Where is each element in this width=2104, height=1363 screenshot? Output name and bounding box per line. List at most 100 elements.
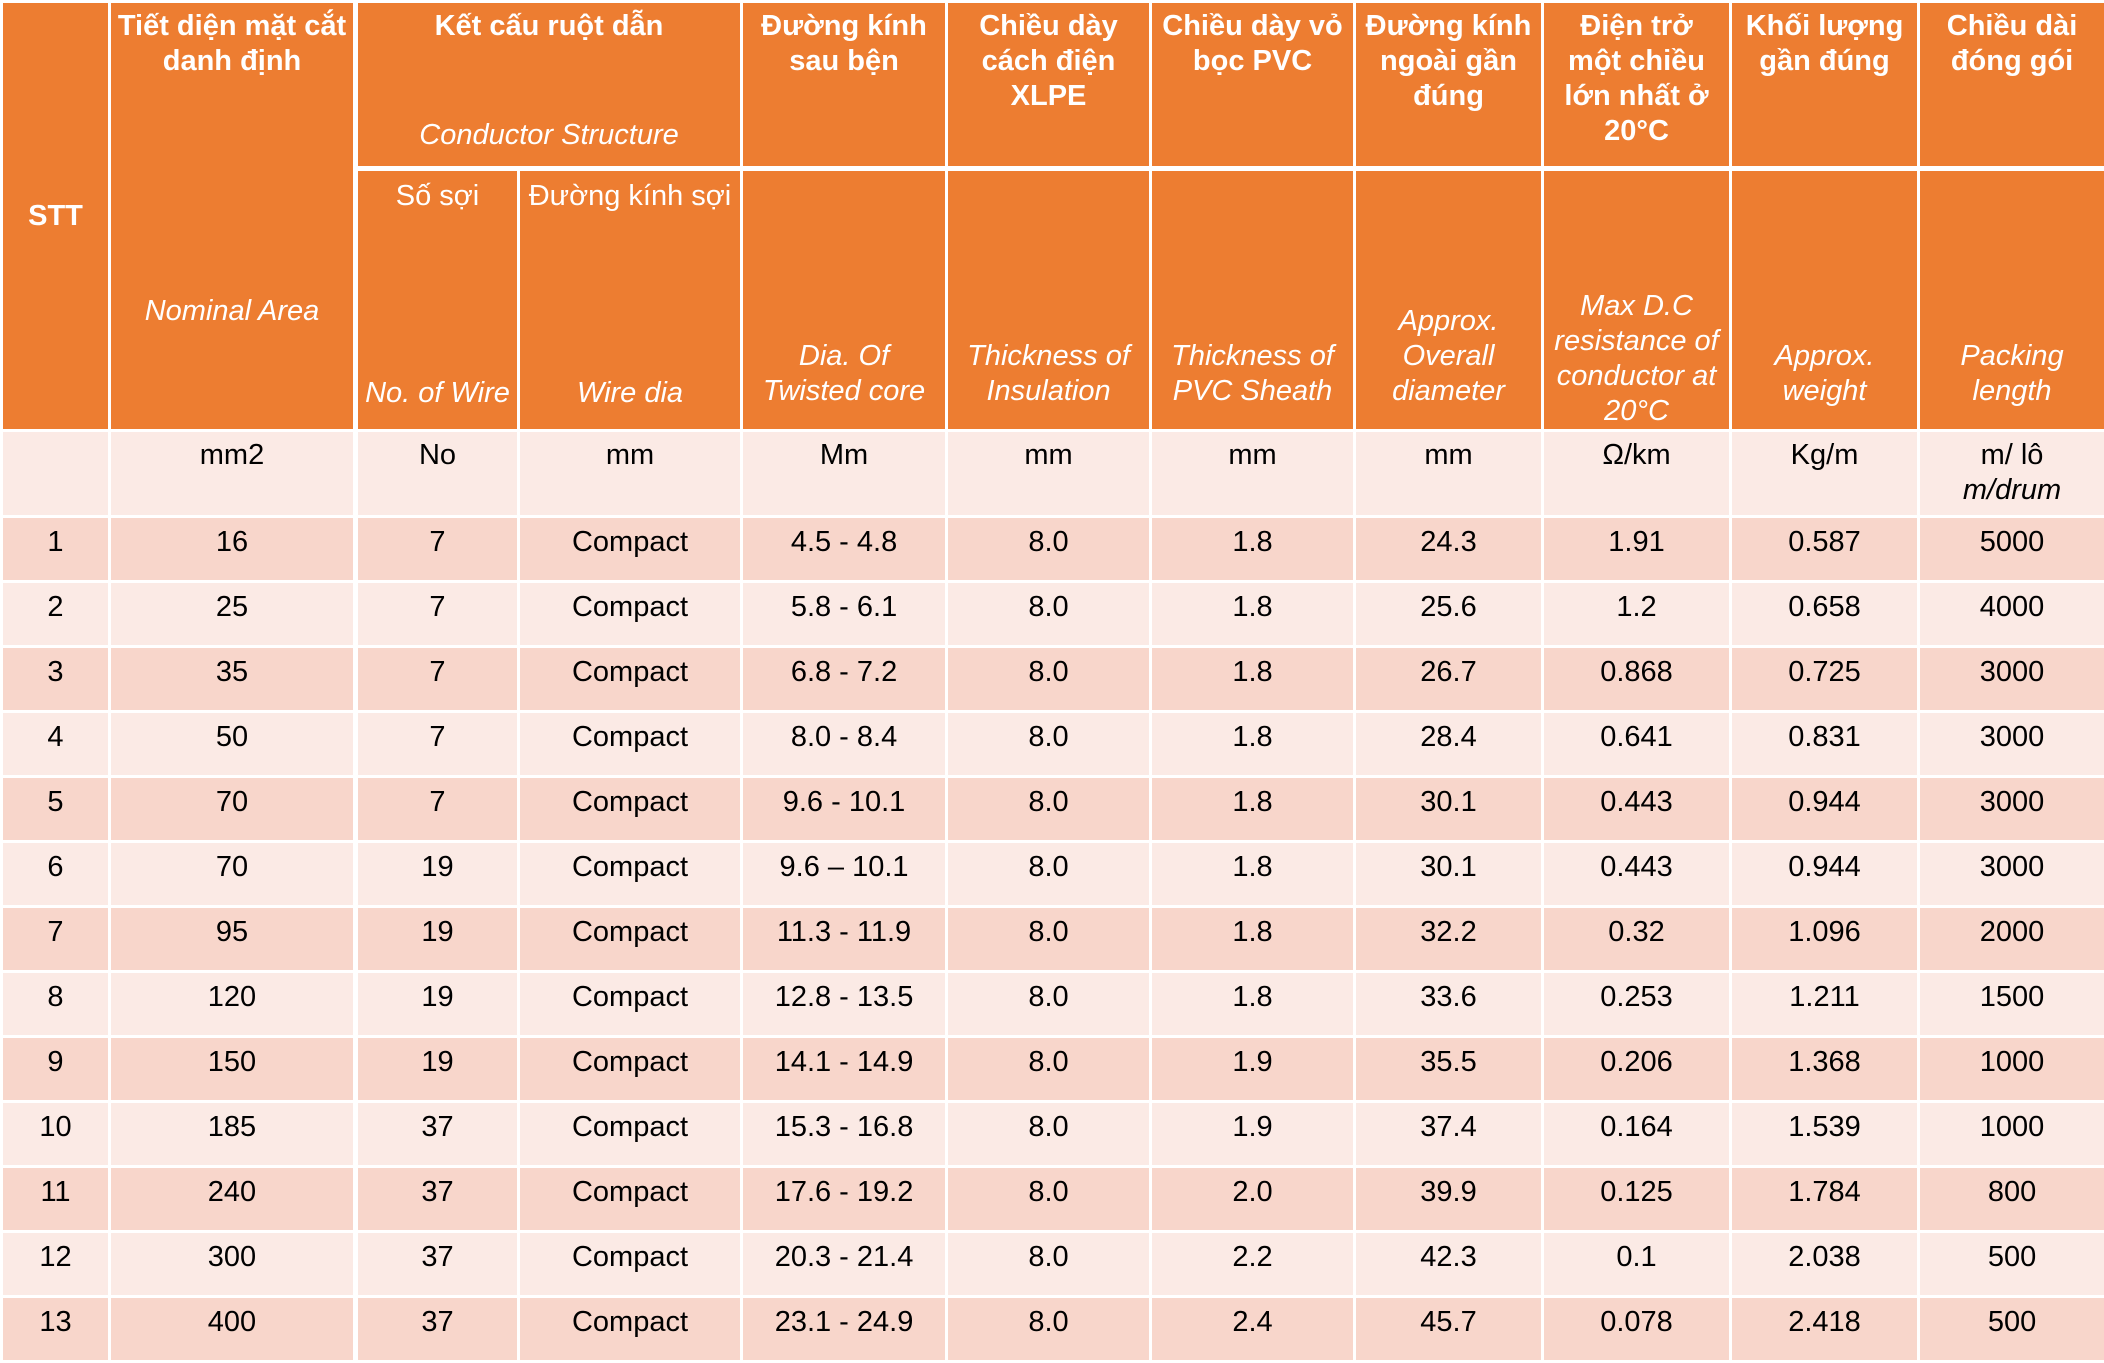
cell-packing: 3000 xyxy=(1919,712,2104,777)
cell-packing: 500 xyxy=(1919,1232,2104,1297)
cell-resistance: 0.125 xyxy=(1543,1167,1731,1232)
cell-packing: 3000 xyxy=(1919,647,2104,712)
cell-sheath: 1.8 xyxy=(1151,907,1355,972)
header-nominal-area: Tiết diện mặt cắt danh định Nominal Area xyxy=(110,2,356,431)
cell-no-of-wire: 19 xyxy=(356,907,519,972)
cell-stt: 8 xyxy=(2,972,110,1037)
cell-insulation: 8.0 xyxy=(947,647,1151,712)
header-wire-dia-vi: Đường kính sợi xyxy=(526,179,734,214)
cell-weight: 2.038 xyxy=(1731,1232,1919,1297)
header-resistance-en: Max D.C resistance of conductor at 20°C xyxy=(1543,169,1731,431)
cell-twisted-core: 6.8 - 7.2 xyxy=(742,647,947,712)
cell-no-of-wire: 37 xyxy=(356,1232,519,1297)
header-no-of-wire-en: No. of Wire xyxy=(364,376,511,411)
cell-overall-dia: 45.7 xyxy=(1355,1297,1543,1362)
cell-nominal-area: 70 xyxy=(110,842,356,907)
cell-resistance: 0.078 xyxy=(1543,1297,1731,1362)
cell-overall-dia: 26.7 xyxy=(1355,647,1543,712)
cell-twisted-core: 15.3 - 16.8 xyxy=(742,1102,947,1167)
cell-overall-dia: 30.1 xyxy=(1355,777,1543,842)
cell-nominal-area: 240 xyxy=(110,1167,356,1232)
cell-sheath: 1.9 xyxy=(1151,1037,1355,1102)
cell-resistance: 0.868 xyxy=(1543,647,1731,712)
cell-resistance: 0.206 xyxy=(1543,1037,1731,1102)
cell-stt: 5 xyxy=(2,777,110,842)
cell-twisted-core: 5.8 - 6.1 xyxy=(742,582,947,647)
cell-resistance: 0.164 xyxy=(1543,1102,1731,1167)
header-sheath-en: Thickness of PVC Sheath xyxy=(1151,169,1355,431)
unit-weight: Kg/m xyxy=(1731,431,1919,517)
cell-stt: 2 xyxy=(2,582,110,647)
header-no-of-wire: Số sợi No. of Wire xyxy=(356,169,519,431)
header-nominal-area-en: Nominal Area xyxy=(117,294,347,329)
cell-no-of-wire: 37 xyxy=(356,1297,519,1362)
header-overall-dia-vi: Đường kính ngoài gần đúng xyxy=(1355,2,1543,169)
table-body: mm2 No mm Mm mm mm mm Ω/km Kg/m m/ lô m/… xyxy=(2,431,2104,1362)
cell-insulation: 8.0 xyxy=(947,517,1151,582)
cell-wire-dia: Compact xyxy=(519,1232,742,1297)
cell-nominal-area: 120 xyxy=(110,972,356,1037)
header-wire-dia: Đường kính sợi Wire dia xyxy=(519,169,742,431)
cell-packing: 2000 xyxy=(1919,907,2104,972)
cell-insulation: 8.0 xyxy=(947,972,1151,1037)
cell-packing: 1000 xyxy=(1919,1037,2104,1102)
cell-stt: 6 xyxy=(2,842,110,907)
cell-stt: 3 xyxy=(2,647,110,712)
cell-wire-dia: Compact xyxy=(519,907,742,972)
header-nominal-area-vi: Tiết diện mặt cắt danh định xyxy=(117,9,347,79)
cell-wire-dia: Compact xyxy=(519,647,742,712)
cell-weight: 0.944 xyxy=(1731,777,1919,842)
unit-sheath: mm xyxy=(1151,431,1355,517)
cell-packing: 3000 xyxy=(1919,842,2104,907)
cell-no-of-wire: 7 xyxy=(356,582,519,647)
cell-packing: 500 xyxy=(1919,1297,2104,1362)
header-no-of-wire-vi: Số sợi xyxy=(364,179,511,214)
header-insulation-vi: Chiều dày cách điện XLPE xyxy=(947,2,1151,169)
cell-resistance: 0.443 xyxy=(1543,777,1731,842)
cell-overall-dia: 35.5 xyxy=(1355,1037,1543,1102)
header-resistance-vi: Điện trở một chiều lớn nhất ở 20°C xyxy=(1543,2,1731,169)
header-weight-en: Approx. weight xyxy=(1731,169,1919,431)
cell-packing: 800 xyxy=(1919,1167,2104,1232)
cell-wire-dia: Compact xyxy=(519,1102,742,1167)
cell-nominal-area: 185 xyxy=(110,1102,356,1167)
unit-packing-en: m/drum xyxy=(1926,473,2098,508)
cell-overall-dia: 28.4 xyxy=(1355,712,1543,777)
cell-insulation: 8.0 xyxy=(947,907,1151,972)
cell-twisted-core: 23.1 - 24.9 xyxy=(742,1297,947,1362)
cell-stt: 10 xyxy=(2,1102,110,1167)
cell-insulation: 8.0 xyxy=(947,842,1151,907)
cell-weight: 0.725 xyxy=(1731,647,1919,712)
cell-resistance: 0.1 xyxy=(1543,1232,1731,1297)
cell-sheath: 2.4 xyxy=(1151,1297,1355,1362)
cell-twisted-core: 20.3 - 21.4 xyxy=(742,1232,947,1297)
cell-weight: 1.784 xyxy=(1731,1167,1919,1232)
cell-nominal-area: 35 xyxy=(110,647,356,712)
cell-wire-dia: Compact xyxy=(519,842,742,907)
cell-no-of-wire: 19 xyxy=(356,842,519,907)
cell-nominal-area: 16 xyxy=(110,517,356,582)
cell-sheath: 1.8 xyxy=(1151,582,1355,647)
units-row: mm2 No mm Mm mm mm mm Ω/km Kg/m m/ lô m/… xyxy=(2,431,2104,517)
cell-sheath: 1.8 xyxy=(1151,972,1355,1037)
cell-no-of-wire: 37 xyxy=(356,1167,519,1232)
cell-packing: 4000 xyxy=(1919,582,2104,647)
header-twisted-core-en: Dia. Of Twisted core xyxy=(742,169,947,431)
unit-insulation: mm xyxy=(947,431,1151,517)
cell-no-of-wire: 7 xyxy=(356,777,519,842)
cell-no-of-wire: 7 xyxy=(356,647,519,712)
unit-nominal-area: mm2 xyxy=(110,431,356,517)
cell-nominal-area: 25 xyxy=(110,582,356,647)
unit-wire-dia: mm xyxy=(519,431,742,517)
cell-packing: 1500 xyxy=(1919,972,2104,1037)
cell-no-of-wire: 7 xyxy=(356,712,519,777)
header-wire-dia-en: Wire dia xyxy=(526,376,734,411)
cell-sheath: 2.2 xyxy=(1151,1232,1355,1297)
cell-insulation: 8.0 xyxy=(947,712,1151,777)
